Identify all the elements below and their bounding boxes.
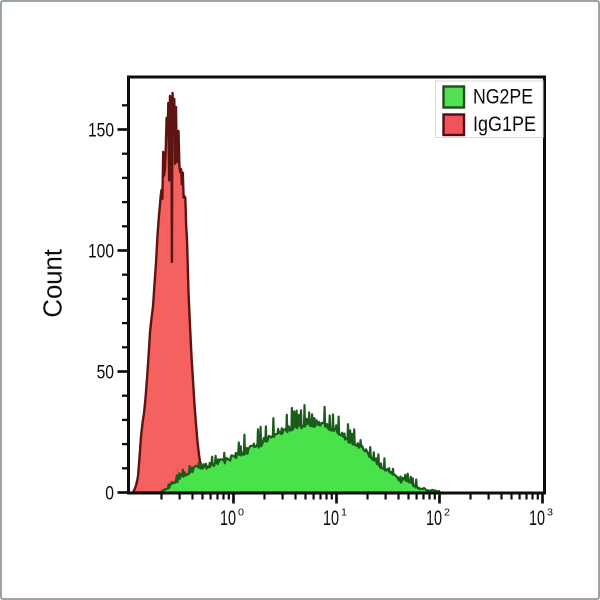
svg-text:10: 10 — [426, 507, 442, 530]
svg-text:150: 150 — [88, 119, 114, 141]
svg-text:2: 2 — [444, 507, 450, 519]
svg-text:10: 10 — [323, 507, 339, 530]
svg-text:Count: Count — [40, 249, 68, 318]
svg-text:IgG1PE: IgG1PE — [473, 113, 536, 136]
svg-text:10: 10 — [220, 507, 236, 530]
svg-text:10: 10 — [529, 507, 545, 530]
svg-text:NG2PE: NG2PE — [473, 86, 533, 109]
svg-text:50: 50 — [97, 361, 115, 383]
svg-text:3: 3 — [547, 507, 553, 519]
svg-text:0: 0 — [105, 482, 114, 504]
svg-text:100: 100 — [88, 240, 114, 262]
svg-text:0: 0 — [238, 507, 244, 519]
svg-text:1: 1 — [341, 507, 347, 519]
